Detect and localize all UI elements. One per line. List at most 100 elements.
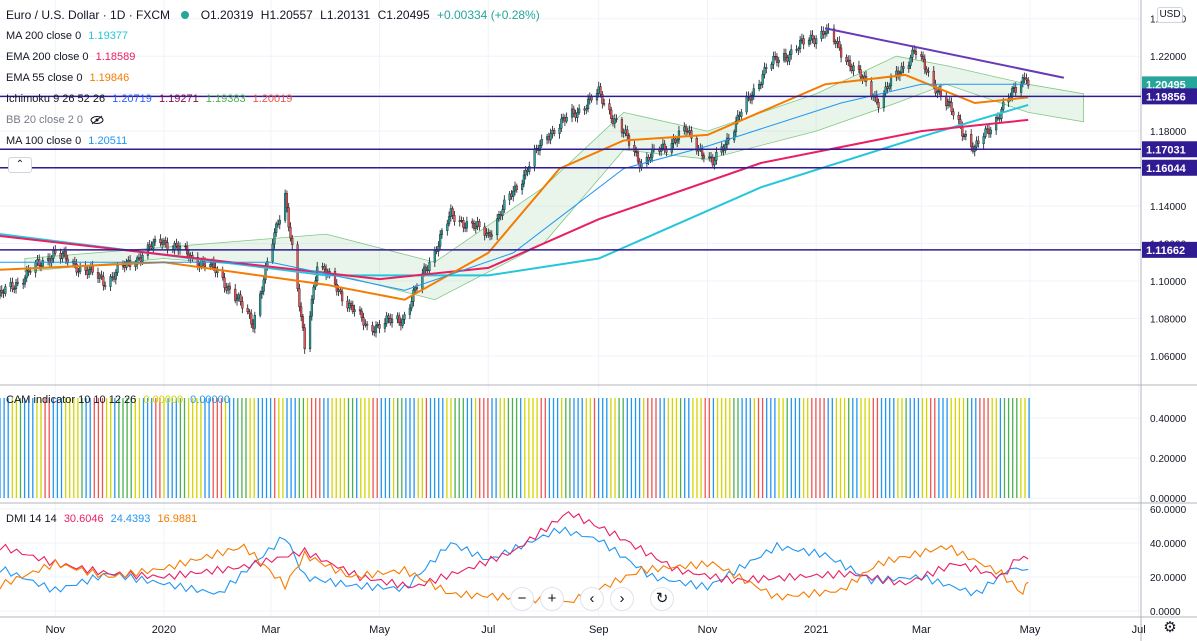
candle-body xyxy=(736,114,739,122)
candle-body xyxy=(483,226,486,236)
candle-body xyxy=(437,245,440,252)
time-axis-label: Sep xyxy=(589,624,609,636)
collapse-legend-button[interactable]: ⌃ xyxy=(8,157,32,173)
legend-ema200[interactable]: EMA 200 close 0 1.18589 xyxy=(6,50,139,64)
candle-body xyxy=(464,227,467,229)
candle-body xyxy=(471,221,474,224)
candle-body xyxy=(39,265,43,267)
scroll-left-button[interactable]: ‹ xyxy=(580,587,604,611)
legend-cam[interactable]: CAM indicator 10 10 12 26 0.00000 0.0000… xyxy=(6,393,234,407)
candle-body xyxy=(852,65,855,72)
candle-body xyxy=(296,244,299,289)
time-axis-label: May xyxy=(369,624,390,636)
candle-body xyxy=(938,89,941,92)
candle-body xyxy=(13,288,16,290)
candle-body xyxy=(73,261,76,265)
candle-body xyxy=(1027,79,1030,86)
legend-ma200[interactable]: MA 200 close 0 1.19377 xyxy=(6,29,132,43)
candle-body xyxy=(312,286,315,300)
candle-body xyxy=(248,311,251,315)
symbol-title[interactable]: Euro / U.S. Dollar · 1D · FXCM xyxy=(6,8,171,22)
candle-body xyxy=(401,319,404,326)
price-tag-value: 1.19856 xyxy=(1146,91,1186,103)
candle-body xyxy=(289,226,292,239)
candle-body xyxy=(576,112,579,118)
candle-body xyxy=(545,136,549,140)
candle-body xyxy=(209,264,212,267)
legend-ichimoku[interactable]: Ichimoku 9 26 52 26 1.20719 1.19271 1.19… xyxy=(6,92,296,106)
candle-body xyxy=(820,30,823,39)
reset-chart-button[interactable]: ↻ xyxy=(650,587,674,611)
close-value: C1.20495 xyxy=(377,8,430,22)
candle-body xyxy=(234,288,237,301)
candle-body xyxy=(458,220,461,222)
zoom-in-button[interactable]: + xyxy=(540,587,564,611)
hidden-eye-icon[interactable] xyxy=(90,115,104,125)
candle-body xyxy=(562,117,565,120)
legend-ema55[interactable]: EMA 55 close 0 1.19846 xyxy=(6,71,133,85)
candle-body xyxy=(815,38,818,45)
candle-body xyxy=(624,129,627,134)
time-axis-label: Mar xyxy=(261,624,280,636)
candle-body xyxy=(184,245,187,248)
candle-body xyxy=(608,103,611,111)
scroll-right-button[interactable]: › xyxy=(610,587,634,611)
price-tag-value: 1.11662 xyxy=(1146,245,1185,257)
candle-body xyxy=(578,108,581,113)
legend-value: 16.9881 xyxy=(157,513,198,525)
candle-body xyxy=(301,316,305,329)
candle-body xyxy=(645,156,648,165)
legend-bb[interactable]: BB 20 close 2 0 xyxy=(6,113,104,127)
candle-body xyxy=(11,282,14,290)
candle-body xyxy=(223,277,226,288)
gear-icon[interactable]: ⚙ xyxy=(1163,619,1177,636)
candle-body xyxy=(970,134,973,147)
zoom-out-button[interactable]: − xyxy=(510,587,534,611)
candle-body xyxy=(162,240,166,245)
candle-body xyxy=(909,57,912,66)
candle-body xyxy=(836,41,839,44)
candlesticks xyxy=(0,23,1030,354)
price-tag-value: 1.16044 xyxy=(1146,163,1187,175)
currency-badge[interactable]: USD xyxy=(1157,7,1183,23)
candle-body xyxy=(599,86,602,95)
candle-body xyxy=(713,160,716,166)
candle-body xyxy=(807,39,811,45)
price-axis-label: 1.22000 xyxy=(1150,52,1187,63)
candle-body xyxy=(626,129,629,137)
candle-body xyxy=(1014,87,1017,93)
candle-body xyxy=(884,86,887,94)
candle-body xyxy=(786,57,789,62)
candle-body xyxy=(570,108,574,118)
candle-body xyxy=(702,155,705,159)
candle-body xyxy=(777,60,780,63)
candle-body xyxy=(795,49,798,51)
candle-body xyxy=(203,262,207,267)
candle-body xyxy=(251,323,255,329)
candle-body xyxy=(164,240,167,243)
candle-body xyxy=(738,114,741,117)
candle-body xyxy=(711,157,714,166)
legend-dmi[interactable]: DMI 14 14 30.6046 24.4393 16.9881 xyxy=(6,512,201,526)
candle-body xyxy=(982,136,985,144)
candle-body xyxy=(50,257,53,264)
candle-body xyxy=(321,266,324,268)
candle-body xyxy=(797,48,800,51)
candle-body xyxy=(772,56,775,65)
price-tag-value: 1.17031 xyxy=(1146,144,1186,156)
candle-body xyxy=(759,84,763,86)
candle-body xyxy=(121,265,125,267)
candle-body xyxy=(134,264,137,267)
price-tag: 1.16044 xyxy=(1142,159,1197,176)
candle-body xyxy=(446,223,449,231)
candle-body xyxy=(676,139,679,143)
dmi-axis-label: 0.0000 xyxy=(1150,607,1181,618)
price-axis-label: 1.14000 xyxy=(1150,202,1187,213)
legend-value: 1.20019 xyxy=(252,93,293,105)
candle-body xyxy=(515,185,518,190)
candle-body xyxy=(663,143,666,149)
legend-ma100[interactable]: MA 100 close 0 1.20511 xyxy=(6,134,131,148)
candle-body xyxy=(649,157,652,161)
candle-body xyxy=(339,289,342,292)
